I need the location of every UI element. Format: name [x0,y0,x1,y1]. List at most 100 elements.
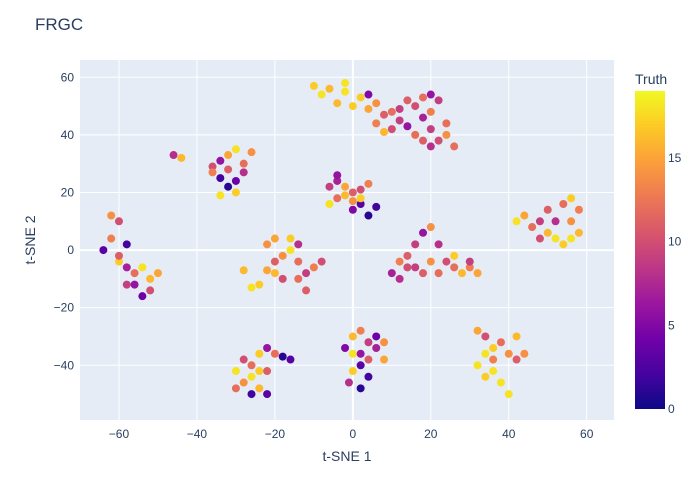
data-point [255,280,264,289]
data-point [231,176,240,185]
data-point [333,194,342,203]
data-point [450,251,459,260]
data-point [504,349,513,358]
data-point [231,384,240,393]
data-point [224,165,233,174]
data-point [270,349,279,358]
data-point [442,257,451,266]
data-point [114,257,123,266]
data-point [411,130,420,139]
data-point [372,202,381,211]
data-point [255,349,264,358]
data-point [317,90,326,99]
x-axis-title: t-SNE 1 [322,448,371,464]
data-point [364,338,373,347]
data-point [520,349,529,358]
data-point [247,283,256,292]
data-point [99,246,108,255]
y-tick-label: 20 [61,185,75,199]
data-point [216,191,225,200]
data-point [387,125,396,134]
colorbar-tick-label: 0 [668,402,675,416]
data-point [341,344,350,352]
data-point [356,326,365,335]
tick-labels: −60 −40 −20 0 20 40 60 −40 −20 0 20 40 60 [54,70,594,441]
x-tick-label: −20 [265,427,286,441]
data-point [348,332,357,341]
data-point [255,367,264,376]
data-point [255,384,264,393]
data-point [270,269,279,278]
data-point [426,257,435,266]
data-point [270,234,279,243]
data-point [122,280,131,289]
data-point [380,355,389,364]
data-point [122,240,131,249]
data-point [263,390,272,399]
data-point [247,372,256,381]
data-point [325,200,334,208]
data-point [496,378,505,387]
data-point [457,269,466,278]
data-point [263,240,272,249]
data-point [411,102,420,111]
data-point [231,188,240,197]
data-point [138,292,147,301]
data-point [372,119,381,128]
data-point [403,122,412,131]
data-point [224,151,233,160]
data-point [348,197,357,206]
data-point [364,90,373,99]
y-tick-label: 60 [61,70,75,84]
data-point [286,234,295,243]
data-point [317,257,326,266]
data-point [270,257,279,266]
data-point [543,228,552,237]
data-point [344,378,353,387]
data-point [286,355,295,364]
data-point [341,87,350,96]
data-point [294,240,303,249]
data-point [278,274,287,283]
data-point [512,217,521,226]
data-point [395,104,404,113]
data-point [325,182,334,191]
data-point [107,211,116,220]
data-point [419,228,428,237]
data-point [481,372,490,381]
data-point [130,269,139,278]
data-point [224,182,233,191]
data-point [356,194,365,203]
data-point [239,355,248,364]
data-point [294,257,303,266]
data-point [411,263,420,272]
data-point [481,349,490,358]
data-point [473,361,482,370]
data-point [442,119,451,128]
y-tick-label: 0 [67,243,74,257]
data-point [442,130,451,139]
data-point [489,367,498,376]
x-tick-label: 0 [350,427,357,441]
data-point [356,185,365,194]
data-point [169,151,178,160]
data-point [216,174,225,183]
data-point [208,162,217,171]
data-point [325,84,334,93]
colorbar: Truth 0 5 10 15 [635,71,682,416]
data-point [419,93,428,102]
data-point [114,251,123,260]
chart-title: FRGC [35,15,83,34]
data-point [231,367,240,376]
data-point [348,188,357,197]
data-point [114,217,123,226]
data-point [387,269,396,278]
data-point [372,332,381,341]
colorbar-title: Truth [635,71,667,87]
data-point [263,266,272,275]
data-point [528,223,537,232]
data-point [309,81,318,90]
data-point [348,349,357,358]
data-point [380,128,389,136]
data-point [356,349,365,358]
